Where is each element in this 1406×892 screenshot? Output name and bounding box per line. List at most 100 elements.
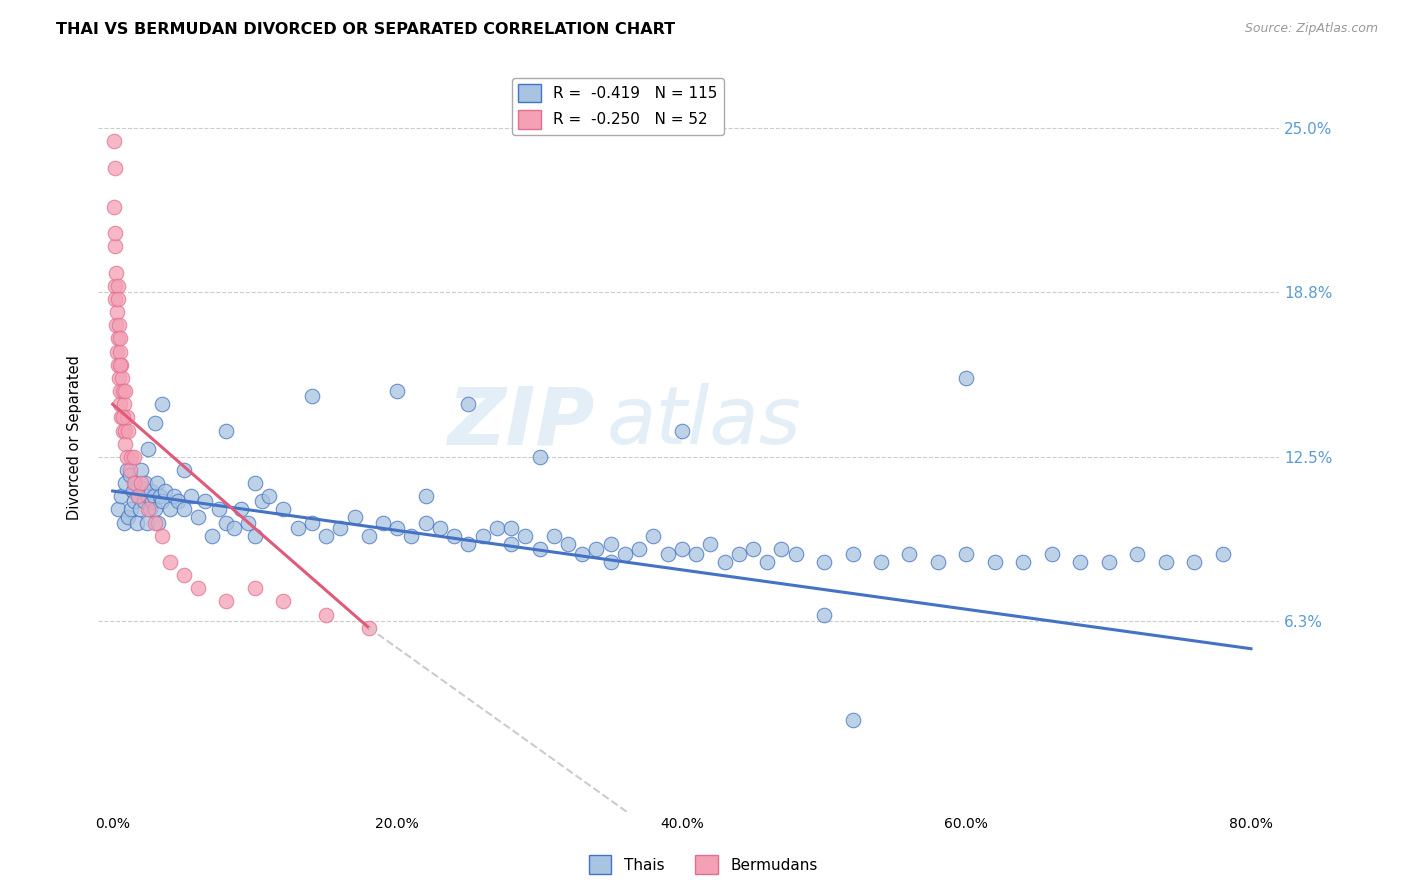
Point bbox=[110, 331, 132, 345]
Point bbox=[110, 358, 132, 372]
Point bbox=[118, 468, 141, 483]
Point bbox=[114, 424, 136, 438]
Legend: Thais, Bermudans: Thais, Bermudans bbox=[582, 849, 824, 880]
Point bbox=[628, 541, 651, 556]
Point bbox=[180, 489, 202, 503]
Point bbox=[742, 541, 765, 556]
Point bbox=[357, 621, 380, 635]
Point bbox=[145, 476, 167, 491]
Point bbox=[329, 521, 352, 535]
Point bbox=[141, 494, 163, 508]
Point bbox=[135, 516, 157, 530]
Point bbox=[173, 502, 195, 516]
Point bbox=[105, 318, 128, 333]
Point bbox=[138, 502, 160, 516]
Point bbox=[1069, 555, 1091, 569]
Point bbox=[643, 529, 665, 543]
Point bbox=[108, 318, 131, 333]
Point bbox=[371, 516, 394, 530]
Point bbox=[120, 450, 142, 464]
Point bbox=[108, 344, 131, 359]
Point bbox=[315, 607, 337, 622]
Point bbox=[139, 483, 162, 498]
Point bbox=[107, 331, 129, 345]
Point bbox=[841, 713, 863, 727]
Point bbox=[201, 529, 224, 543]
Text: Source: ZipAtlas.com: Source: ZipAtlas.com bbox=[1244, 22, 1378, 36]
Point bbox=[136, 442, 159, 456]
Point bbox=[107, 358, 129, 372]
Point bbox=[243, 529, 266, 543]
Point bbox=[114, 476, 136, 491]
Point bbox=[110, 410, 132, 425]
Point bbox=[152, 529, 174, 543]
Point bbox=[236, 516, 259, 530]
Point bbox=[152, 494, 174, 508]
Point bbox=[159, 502, 181, 516]
Point bbox=[143, 516, 166, 530]
Point bbox=[315, 529, 337, 543]
Y-axis label: Divorced or Separated: Divorced or Separated bbox=[67, 355, 83, 519]
Point bbox=[955, 547, 977, 561]
Point bbox=[136, 489, 159, 503]
Point bbox=[215, 516, 238, 530]
Point bbox=[898, 547, 921, 561]
Point bbox=[222, 521, 245, 535]
Point bbox=[117, 510, 139, 524]
Point bbox=[657, 547, 679, 561]
Point bbox=[599, 536, 621, 550]
Point bbox=[107, 502, 129, 516]
Point bbox=[415, 516, 437, 530]
Point bbox=[125, 516, 148, 530]
Point bbox=[927, 555, 949, 569]
Point bbox=[115, 410, 138, 425]
Point bbox=[104, 227, 127, 241]
Point bbox=[671, 541, 693, 556]
Point bbox=[149, 489, 172, 503]
Point bbox=[173, 568, 195, 582]
Point bbox=[152, 397, 174, 411]
Point bbox=[143, 416, 166, 430]
Point bbox=[443, 529, 465, 543]
Point bbox=[429, 521, 451, 535]
Point bbox=[813, 607, 835, 622]
Point bbox=[208, 502, 231, 516]
Point bbox=[955, 371, 977, 385]
Point bbox=[108, 358, 131, 372]
Point bbox=[243, 476, 266, 491]
Point bbox=[499, 536, 522, 550]
Point bbox=[115, 450, 138, 464]
Point bbox=[105, 344, 128, 359]
Point bbox=[142, 489, 165, 503]
Point bbox=[1012, 555, 1035, 569]
Point bbox=[112, 384, 135, 398]
Point bbox=[129, 476, 152, 491]
Point bbox=[148, 516, 170, 530]
Text: atlas: atlas bbox=[606, 383, 801, 461]
Point bbox=[301, 389, 323, 403]
Legend: R =  -0.419   N = 115, R =  -0.250   N = 52: R = -0.419 N = 115, R = -0.250 N = 52 bbox=[512, 78, 724, 135]
Point bbox=[357, 529, 380, 543]
Point bbox=[499, 521, 522, 535]
Point bbox=[117, 424, 139, 438]
Point bbox=[129, 463, 152, 477]
Point bbox=[1040, 547, 1063, 561]
Point bbox=[121, 483, 143, 498]
Point bbox=[485, 521, 508, 535]
Point bbox=[1126, 547, 1149, 561]
Point bbox=[273, 594, 295, 608]
Point bbox=[104, 239, 127, 253]
Point bbox=[215, 594, 238, 608]
Point bbox=[111, 371, 134, 385]
Point bbox=[841, 547, 863, 561]
Point bbox=[124, 476, 146, 491]
Point bbox=[134, 476, 156, 491]
Point bbox=[108, 371, 131, 385]
Text: ZIP: ZIP bbox=[447, 383, 595, 461]
Point bbox=[599, 555, 621, 569]
Point bbox=[128, 502, 150, 516]
Point bbox=[187, 581, 209, 595]
Point bbox=[571, 547, 593, 561]
Point bbox=[343, 510, 366, 524]
Point bbox=[127, 489, 149, 503]
